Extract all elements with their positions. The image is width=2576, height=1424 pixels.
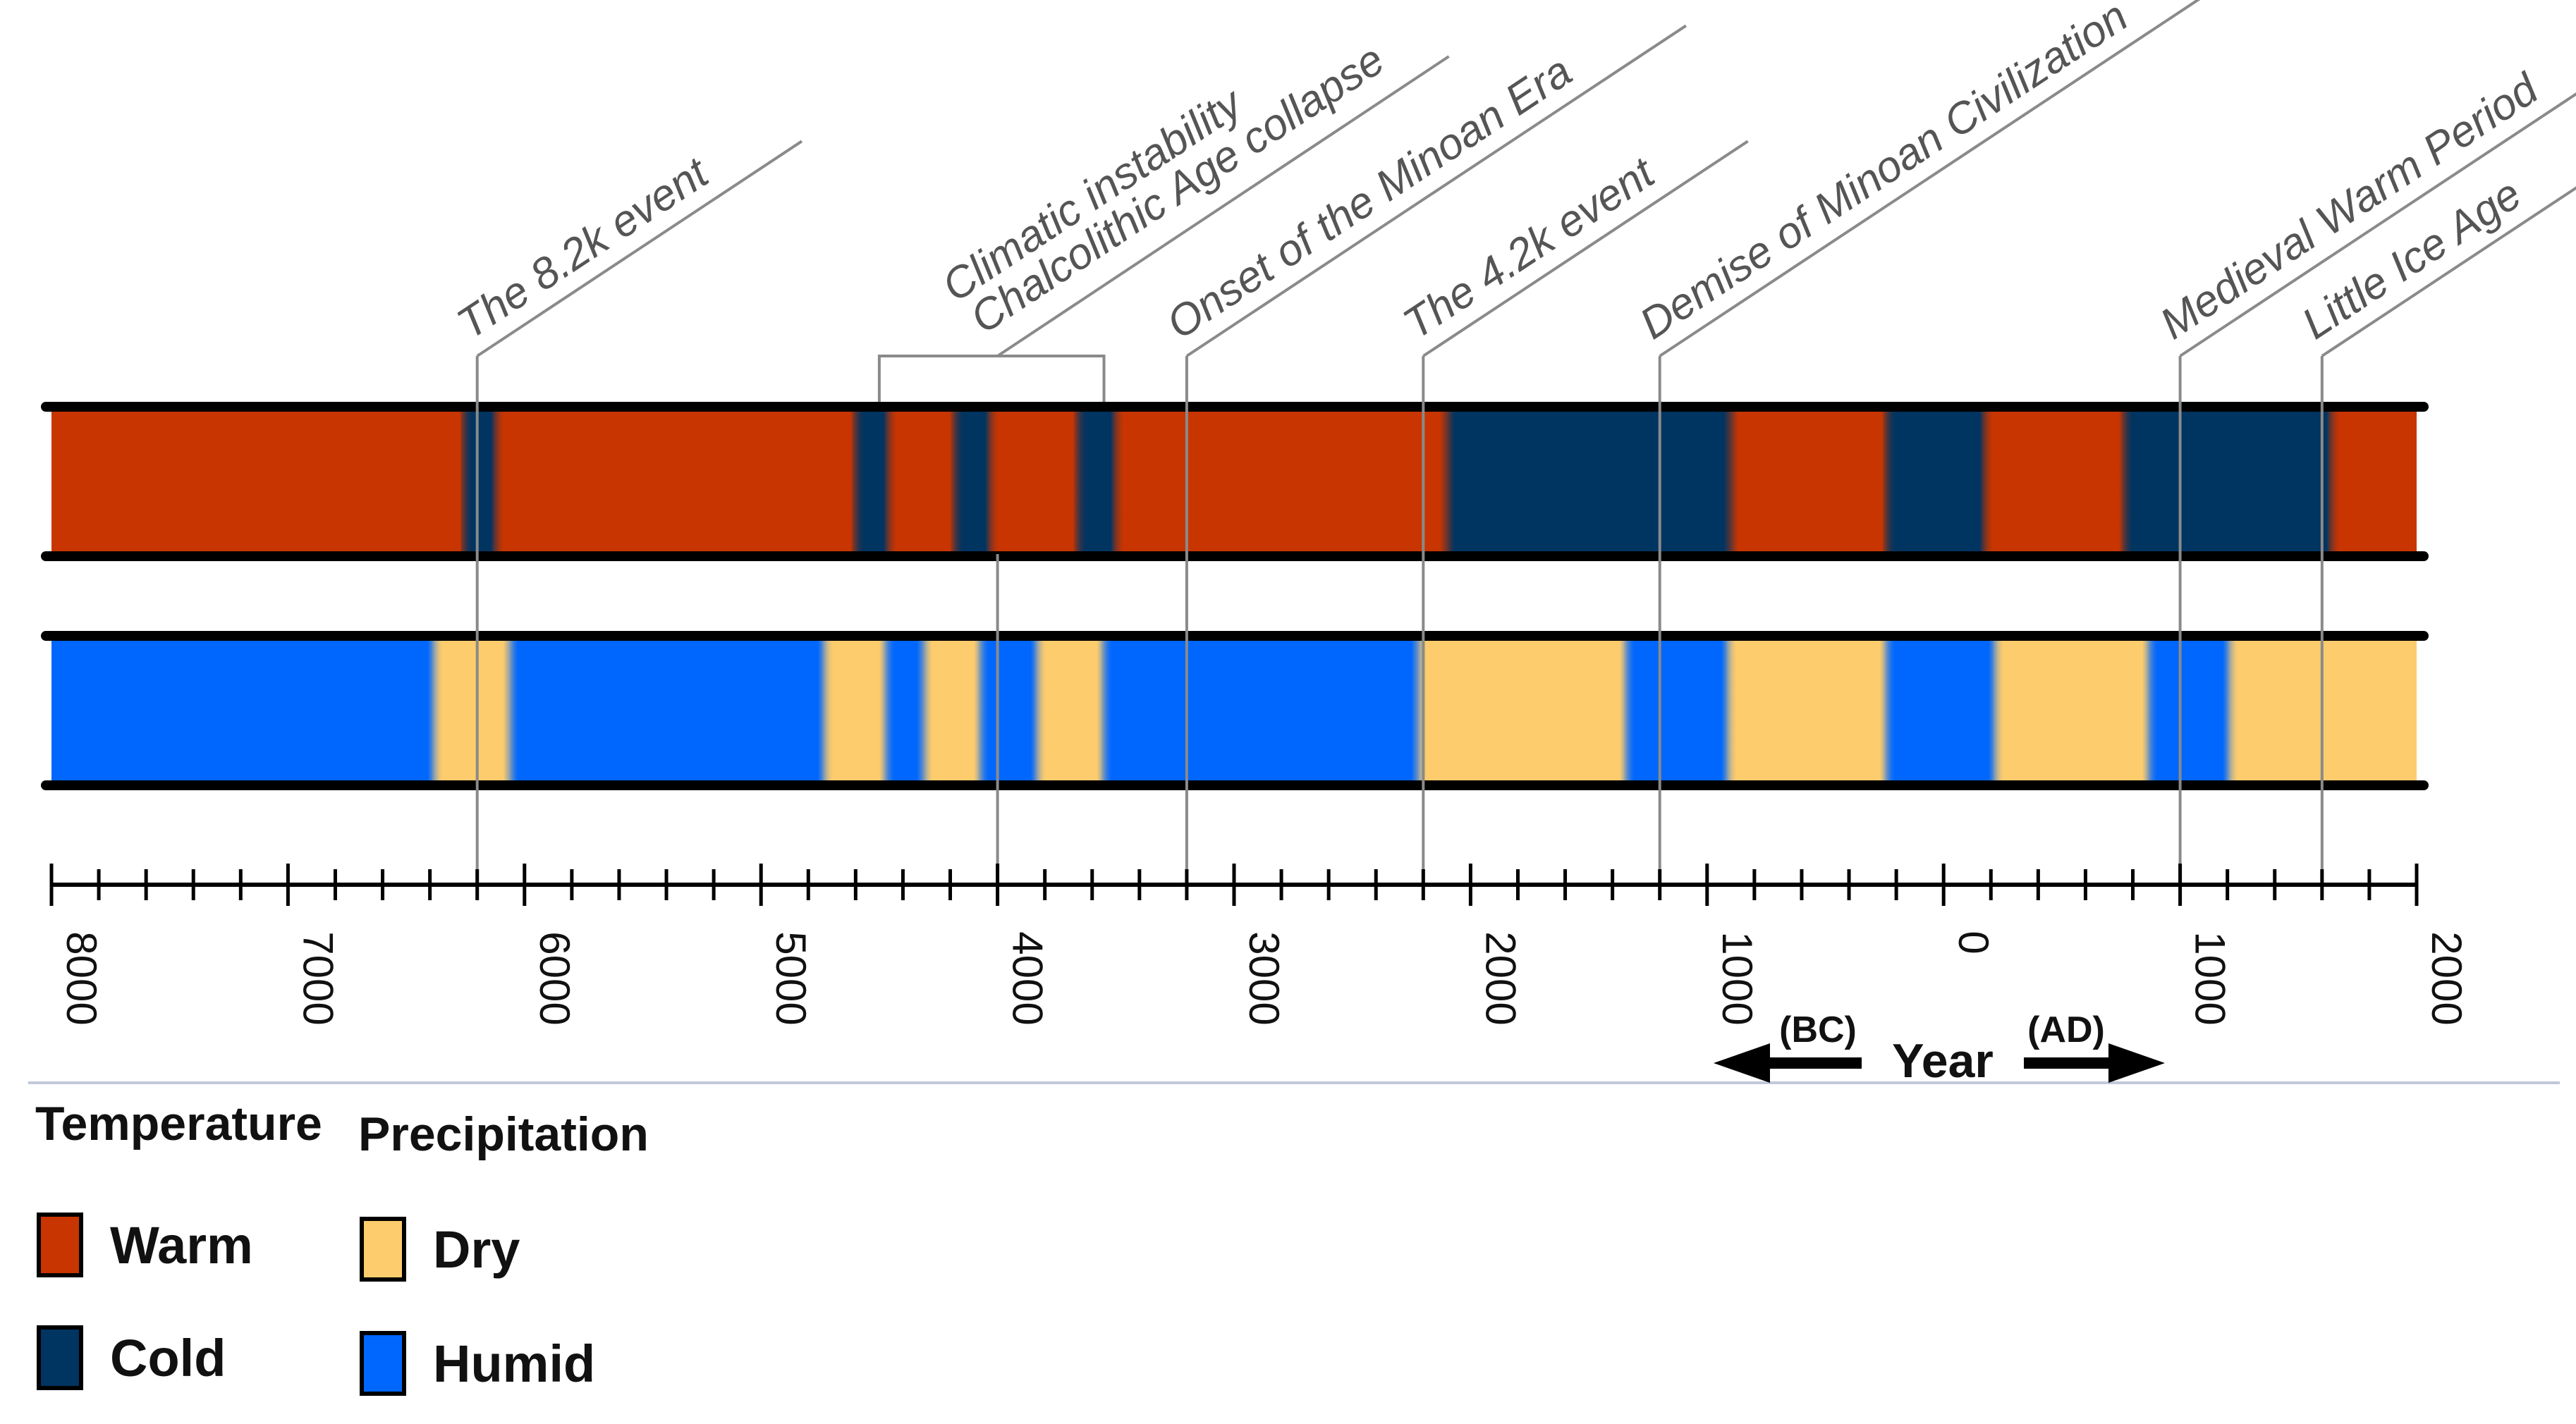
- axis-tick-label: 3000: [1240, 931, 1288, 1025]
- axis-tick-label: 6000: [531, 931, 578, 1025]
- leader-diagonal-demise-of-minoan-civilization: [1659, 0, 2201, 357]
- precipitation-band-segment-dry: [1721, 638, 1899, 783]
- leader-diagonal-the-8-2k-event: [476, 140, 803, 357]
- precipitation-band: [51, 638, 2417, 783]
- event-label-the-8-2k-event: The 8.2k event: [448, 147, 718, 348]
- axis-tick-label: 1000: [2187, 931, 2234, 1025]
- event-leader-lines: [475, 0, 2576, 874]
- bands-layer: [51, 409, 2417, 783]
- axis-tick-label: 5000: [767, 931, 814, 1025]
- temperature-band-segment-warm: [491, 409, 865, 554]
- event-label-demise-of-minoan-civilization: Demise of Minoan Civilization: [1631, 0, 2136, 349]
- ad-arrow-head: [2108, 1043, 2165, 1083]
- temperature-band-segment-warm: [51, 409, 473, 554]
- bc-arrow-head: [1714, 1043, 1770, 1083]
- axis-tick-label: 7000: [294, 931, 341, 1025]
- precipitation-band-segment-humid: [51, 638, 447, 783]
- temperature-band: [51, 409, 2417, 554]
- temperature-band-segment-warm: [985, 409, 1088, 554]
- precipitation-band-segment-humid: [1097, 638, 1433, 783]
- axis-tick-label: 4000: [1004, 931, 1051, 1025]
- leader-chalcolithic-age-collapse: [996, 55, 1450, 357]
- temperature-band-segment-cold: [1439, 409, 1747, 554]
- temperature-band-segment-warm: [2326, 409, 2417, 554]
- precipitation-band-segment-humid: [1879, 638, 2008, 783]
- leader-diagonal-medieval-warm-period: [2179, 92, 2576, 357]
- ad-label: (AD): [2027, 1009, 2105, 1050]
- axis-tick-label: 2000: [1477, 931, 1524, 1025]
- precipitation-band-segment-dry: [1988, 638, 2161, 783]
- era-indicator: (BC) (AD) Year: [1714, 1009, 2165, 1088]
- event-labels: The 8.2k event Climatic instabilityChalco…: [448, 0, 2548, 349]
- precipitation-band-segment-humid: [1619, 638, 1740, 783]
- temperature-band-segment-cold: [2118, 409, 2341, 554]
- year-axis: 8000 7000 6000 5000 4000 3000 2000 1000 0 1000 200…: [28, 864, 2560, 1084]
- axis-tick-label: 1000: [1714, 931, 1761, 1025]
- precipitation-band-segment-dry: [1411, 638, 1639, 783]
- temperature-band-segment-warm: [1723, 409, 1897, 554]
- leader-diagonal-little-ice-age: [2321, 186, 2576, 357]
- year-label: Year: [1892, 1034, 1994, 1088]
- precipitation-band-segment-humid: [503, 638, 837, 783]
- bc-label: (BC): [1779, 1009, 1857, 1050]
- temperature-band-segment-warm: [1111, 409, 1464, 554]
- temperature-band-segment-cold: [1881, 409, 1996, 554]
- leader-diagonal-the-4-2k-event: [1422, 140, 1749, 357]
- precipitation-band-segment-dry: [2222, 638, 2417, 783]
- axis-tick-label: 0: [1950, 931, 1997, 954]
- leader-diagonal-onset-of-the-minoan-era: [1185, 24, 1687, 357]
- axis-tick-label: 8000: [58, 931, 105, 1025]
- temperature-band-segment-warm: [1979, 409, 2135, 554]
- band-frames: [41, 402, 2429, 790]
- bracket-climatic-instability: [877, 355, 1106, 402]
- axis-tick-label: 2000: [2423, 931, 2470, 1025]
